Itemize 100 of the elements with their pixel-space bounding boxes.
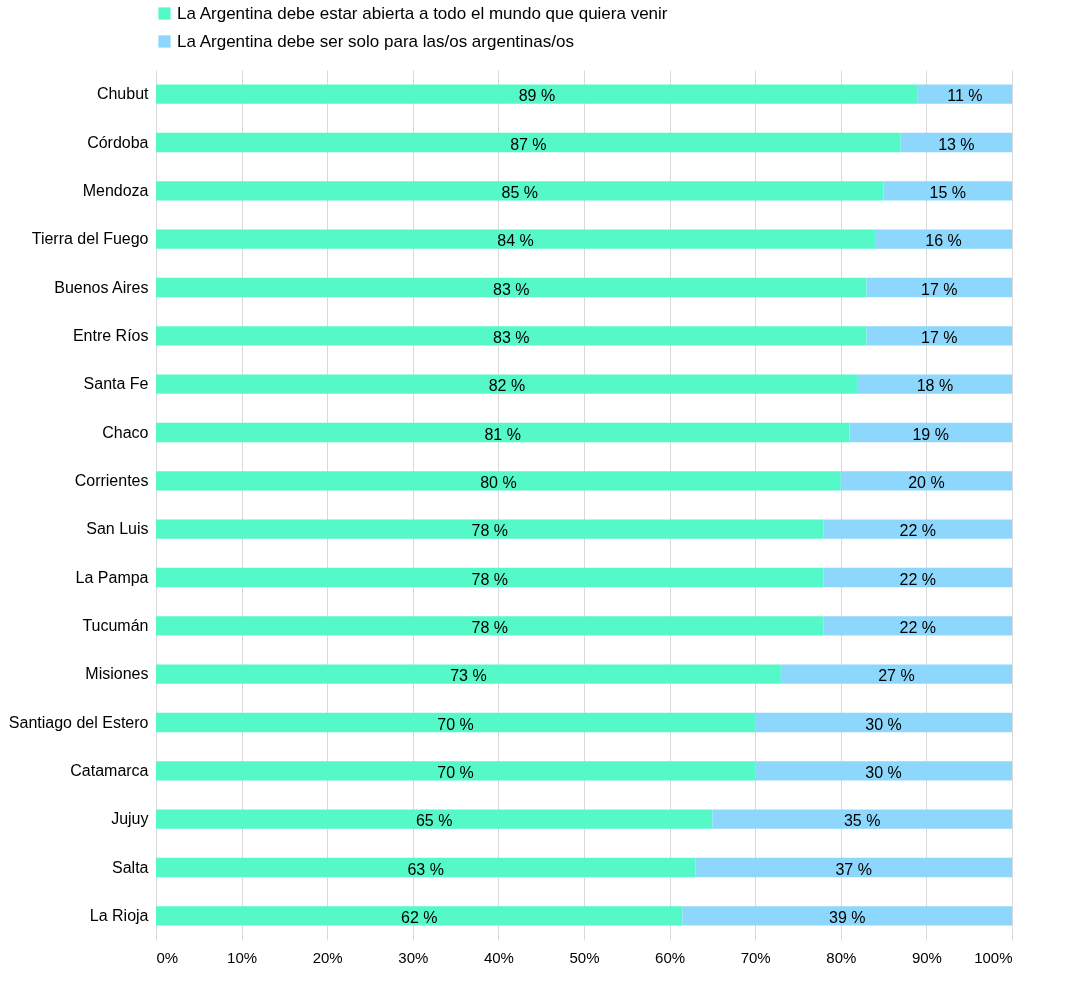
- y-tick-label: Misiones: [85, 665, 149, 683]
- bar: [156, 471, 841, 491]
- bar: [156, 519, 824, 539]
- y-tick-label: Mendoza: [82, 181, 149, 199]
- data-label: 35 %: [843, 812, 881, 830]
- data-label: 83 %: [493, 328, 530, 346]
- bar: [883, 181, 1012, 201]
- x-tick-label: 90%: [911, 948, 942, 966]
- data-label: 85 %: [501, 183, 539, 201]
- y-tick-label: Tucumán: [82, 616, 149, 634]
- bar: [866, 326, 1012, 346]
- y-tick-label: Jujuy: [111, 810, 149, 828]
- bar: [755, 712, 1012, 733]
- data-label: 30 %: [865, 763, 902, 781]
- x-tick-label: 30%: [398, 948, 429, 966]
- bar: [156, 277, 867, 298]
- bar: [840, 471, 1012, 491]
- data-label: 18 %: [916, 377, 954, 395]
- data-label: 78 %: [471, 522, 509, 540]
- data-label: 16 %: [925, 232, 962, 250]
- data-label: 37 %: [835, 860, 872, 878]
- data-label: 11 %: [947, 87, 983, 105]
- bar: [156, 374, 858, 394]
- bar: [156, 761, 756, 781]
- data-label: 73 %: [450, 667, 487, 685]
- y-tick-label: Buenos Aires: [54, 278, 149, 296]
- data-label: 22 %: [899, 522, 937, 540]
- y-tick-label: Chubut: [96, 85, 150, 103]
- legend-label: La Argentina debe estar abierta a todo el mundo que quiera venir: [177, 3, 668, 23]
- data-label: 70 %: [437, 763, 474, 781]
- y-tick-label: Catamarca: [70, 761, 149, 779]
- bar: [156, 181, 884, 201]
- x-tick-label: 80%: [826, 948, 857, 966]
- bar: [156, 809, 713, 829]
- data-label: 78 %: [471, 570, 509, 588]
- data-label: 27 %: [878, 667, 915, 685]
- bar: [156, 906, 683, 926]
- bar: [156, 567, 824, 588]
- bar: [823, 567, 1012, 588]
- legend-label: La Argentina debe ser solo para las/os argentinas/os: [177, 31, 574, 51]
- x-tick-label: 0%: [156, 948, 179, 966]
- y-tick-label: La Pampa: [75, 568, 149, 586]
- bar: [875, 229, 1012, 249]
- y-tick-label: Chaco: [102, 423, 149, 441]
- data-label: 80 %: [480, 473, 517, 491]
- y-tick-label: Santa Fe: [83, 375, 149, 393]
- bar: [156, 326, 867, 346]
- bar: [156, 712, 756, 733]
- bar: [156, 857, 696, 878]
- bar: [682, 906, 1012, 926]
- bar: [849, 422, 1012, 443]
- data-label: 81 %: [484, 425, 521, 443]
- data-label: 82 %: [488, 377, 526, 395]
- y-tick-label: La Rioja: [89, 906, 149, 924]
- bar: [823, 519, 1012, 539]
- data-label: 78 %: [471, 618, 509, 636]
- bar: [857, 374, 1012, 394]
- bar: [823, 616, 1012, 636]
- x-tick-label: 50%: [569, 948, 600, 966]
- x-tick-label: 10%: [227, 948, 258, 966]
- bar: [712, 809, 1012, 829]
- data-label: 22 %: [899, 570, 937, 588]
- bar: [695, 857, 1012, 878]
- y-tick-label: Córdoba: [87, 133, 149, 151]
- bar: [156, 616, 824, 636]
- x-tick-label: 100%: [974, 948, 1013, 966]
- data-label: 13 %: [938, 135, 975, 153]
- bar: [156, 422, 850, 443]
- x-tick-label: 20%: [312, 948, 343, 966]
- data-label: 83 %: [493, 280, 530, 298]
- bar: [866, 277, 1012, 298]
- x-tick-label: 40%: [483, 948, 514, 966]
- data-label: 20 %: [908, 473, 945, 491]
- data-label: 22 %: [899, 618, 937, 636]
- bar: [156, 84, 918, 104]
- data-label: 17 %: [921, 280, 958, 298]
- data-label: 87 %: [510, 135, 547, 153]
- data-label: 39 %: [828, 908, 866, 926]
- bar: [755, 761, 1012, 781]
- y-tick-label: Salta: [112, 858, 149, 876]
- bar: [780, 664, 1012, 684]
- y-tick-label: Santiago del Estero: [8, 713, 149, 731]
- data-label: 30 %: [865, 715, 902, 733]
- data-label: 17 %: [921, 328, 958, 346]
- x-tick-label: 70%: [740, 948, 771, 966]
- data-label: 63 %: [407, 860, 444, 878]
- data-label: 84 %: [497, 232, 534, 250]
- x-tick-label: 60%: [655, 948, 686, 966]
- bar: [156, 132, 901, 153]
- data-label: 62 %: [400, 908, 438, 926]
- data-label: 65 %: [415, 812, 453, 830]
- y-tick-label: Tierra del Fuego: [31, 230, 149, 248]
- y-tick-label: San Luis: [86, 520, 149, 538]
- y-tick-label: Corrientes: [74, 471, 149, 489]
- data-label: 89 %: [518, 87, 556, 105]
- bar: [156, 229, 876, 249]
- data-label: 15 %: [929, 183, 967, 201]
- y-tick-label: Entre Ríos: [72, 326, 149, 344]
- data-label: 70 %: [437, 715, 474, 733]
- data-label: 19 %: [912, 425, 949, 443]
